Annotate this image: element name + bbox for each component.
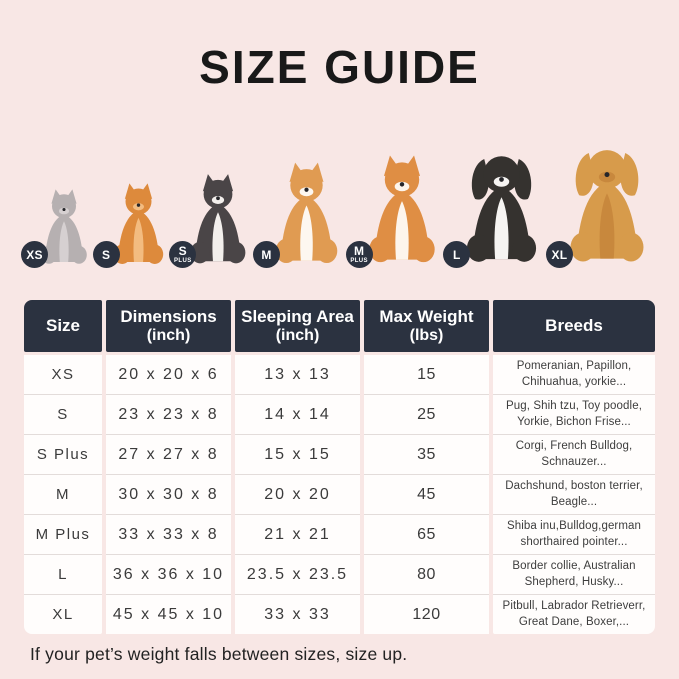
size-badge-label: S bbox=[178, 244, 187, 258]
animal-size-strip: XS S S PLUS bbox=[21, 130, 655, 268]
cell-xl-breeds: Pitbull, Labrador Retrieverr, Great Dane… bbox=[493, 595, 655, 634]
page-title: SIZE GUIDE bbox=[199, 41, 480, 93]
size-badge-xl: XL bbox=[545, 241, 573, 268]
column-header-title: Dimensions bbox=[120, 306, 217, 326]
cell-xs-size: XS bbox=[24, 355, 102, 395]
size-badge-sublabel: PLUS bbox=[350, 258, 368, 264]
size-badge-s: S bbox=[92, 241, 120, 268]
cell-s-plus-max-weight: 35 bbox=[364, 435, 489, 475]
column-header-max-weight: Max Weight (lbs) bbox=[364, 300, 489, 352]
cell-l-dimensions: 36 x 36 x 10 bbox=[106, 555, 231, 595]
cell-l-size: L bbox=[24, 555, 102, 595]
animal-pomeranian: S bbox=[92, 178, 171, 268]
animal-golden-retriever: XL bbox=[545, 134, 655, 268]
column-header-unit: (lbs) bbox=[409, 326, 444, 344]
animal-shiba-inu: M PLUS bbox=[345, 148, 445, 268]
cell-m-plus-breeds: Shiba inu,Bulldog,german shorthaired poi… bbox=[493, 515, 655, 555]
size-badge-label: L bbox=[452, 247, 461, 262]
cell-s-dimensions: 23 x 23 x 8 bbox=[106, 395, 231, 435]
cell-s-plus-dimensions: 27 x 27 x 8 bbox=[106, 435, 231, 475]
size-badge-label: XL bbox=[551, 247, 568, 262]
footer-note: If your pet’s weight falls between sizes… bbox=[30, 644, 408, 664]
cell-l-sleeping-area: 23.5 x 23.5 bbox=[235, 555, 360, 595]
column-header-sleeping-area: Sleeping Area (inch) bbox=[235, 300, 360, 352]
cell-m-max-weight: 45 bbox=[364, 475, 489, 515]
cell-s-plus-size: S Plus bbox=[24, 435, 102, 475]
animal-border-collie: L bbox=[443, 141, 547, 268]
cell-l-max-weight: 80 bbox=[364, 555, 489, 595]
cell-m-breeds: Dachshund, boston terrier, Beagle... bbox=[493, 475, 655, 515]
cell-xl-size: XL bbox=[24, 595, 102, 634]
column-header-unit: (inch) bbox=[275, 326, 320, 344]
cell-m-sleeping-area: 20 x 20 bbox=[235, 475, 360, 515]
size-badge-label: M bbox=[261, 247, 272, 262]
column-header-title: Breeds bbox=[545, 315, 603, 335]
size-badge-l: L bbox=[443, 241, 471, 268]
column-header-title: Size bbox=[45, 315, 81, 335]
cell-m-plus-size: M Plus bbox=[24, 515, 102, 555]
cell-s-breeds: Pug, Shih tzu, Toy poodle, Yorkie, Bicho… bbox=[493, 395, 655, 435]
column-header-title: Sleeping Area bbox=[241, 306, 354, 326]
cell-m-size: M bbox=[24, 475, 102, 515]
size-guide-table: Size Dimensions (inch) Sleeping Area (inch) M… bbox=[24, 300, 655, 634]
size-badge-label: M bbox=[353, 244, 365, 258]
size-badge-m: M bbox=[252, 241, 280, 268]
size-badge-s-plus: S PLUS bbox=[169, 241, 197, 268]
column-header-size: Size bbox=[24, 300, 102, 352]
cell-m-plus-max-weight: 65 bbox=[364, 515, 489, 555]
cell-xs-max-weight: 15 bbox=[364, 355, 489, 395]
size-badge-m-plus: M PLUS bbox=[345, 241, 373, 268]
size-badge-xs: XS bbox=[21, 241, 48, 268]
cell-m-plus-sleeping-area: 21 x 21 bbox=[235, 515, 360, 555]
cell-s-sleeping-area: 14 x 14 bbox=[235, 395, 360, 435]
cell-l-breeds: Border collie, Australian Shepherd, Husk… bbox=[493, 555, 655, 595]
column-header-unit: (inch) bbox=[146, 326, 191, 344]
cell-xl-sleeping-area: 33 x 33 bbox=[235, 595, 360, 634]
cell-s-max-weight: 25 bbox=[364, 395, 489, 435]
animal-cat: XS bbox=[21, 184, 94, 268]
column-header-breeds: Breeds bbox=[493, 300, 655, 352]
animal-corgi: M bbox=[252, 156, 347, 268]
column-header-title: Max Weight bbox=[379, 306, 474, 326]
size-badge-label: S bbox=[102, 247, 111, 262]
cell-xs-breeds: Pomeranian, Papillon, Chihuahua, yorkie.… bbox=[493, 355, 655, 395]
cell-m-dimensions: 30 x 30 x 8 bbox=[106, 475, 231, 515]
cell-s-size: S bbox=[24, 395, 102, 435]
cell-xs-dimensions: 20 x 20 x 6 bbox=[106, 355, 231, 395]
cell-xs-sleeping-area: 13 x 13 bbox=[235, 355, 360, 395]
cell-s-plus-sleeping-area: 15 x 15 bbox=[235, 435, 360, 475]
size-badge-label: XS bbox=[26, 247, 43, 262]
cell-s-plus-breeds: Corgi, French Bulldog, Schnauzer... bbox=[493, 435, 655, 475]
cell-xl-max-weight: 120 bbox=[364, 595, 489, 634]
animal-french-bulldog: S PLUS bbox=[169, 168, 254, 268]
size-badge-sublabel: PLUS bbox=[174, 258, 192, 264]
cell-m-plus-dimensions: 33 x 33 x 8 bbox=[106, 515, 231, 555]
column-header-dimensions: Dimensions (inch) bbox=[106, 300, 231, 352]
cell-xl-dimensions: 45 x 45 x 10 bbox=[106, 595, 231, 634]
